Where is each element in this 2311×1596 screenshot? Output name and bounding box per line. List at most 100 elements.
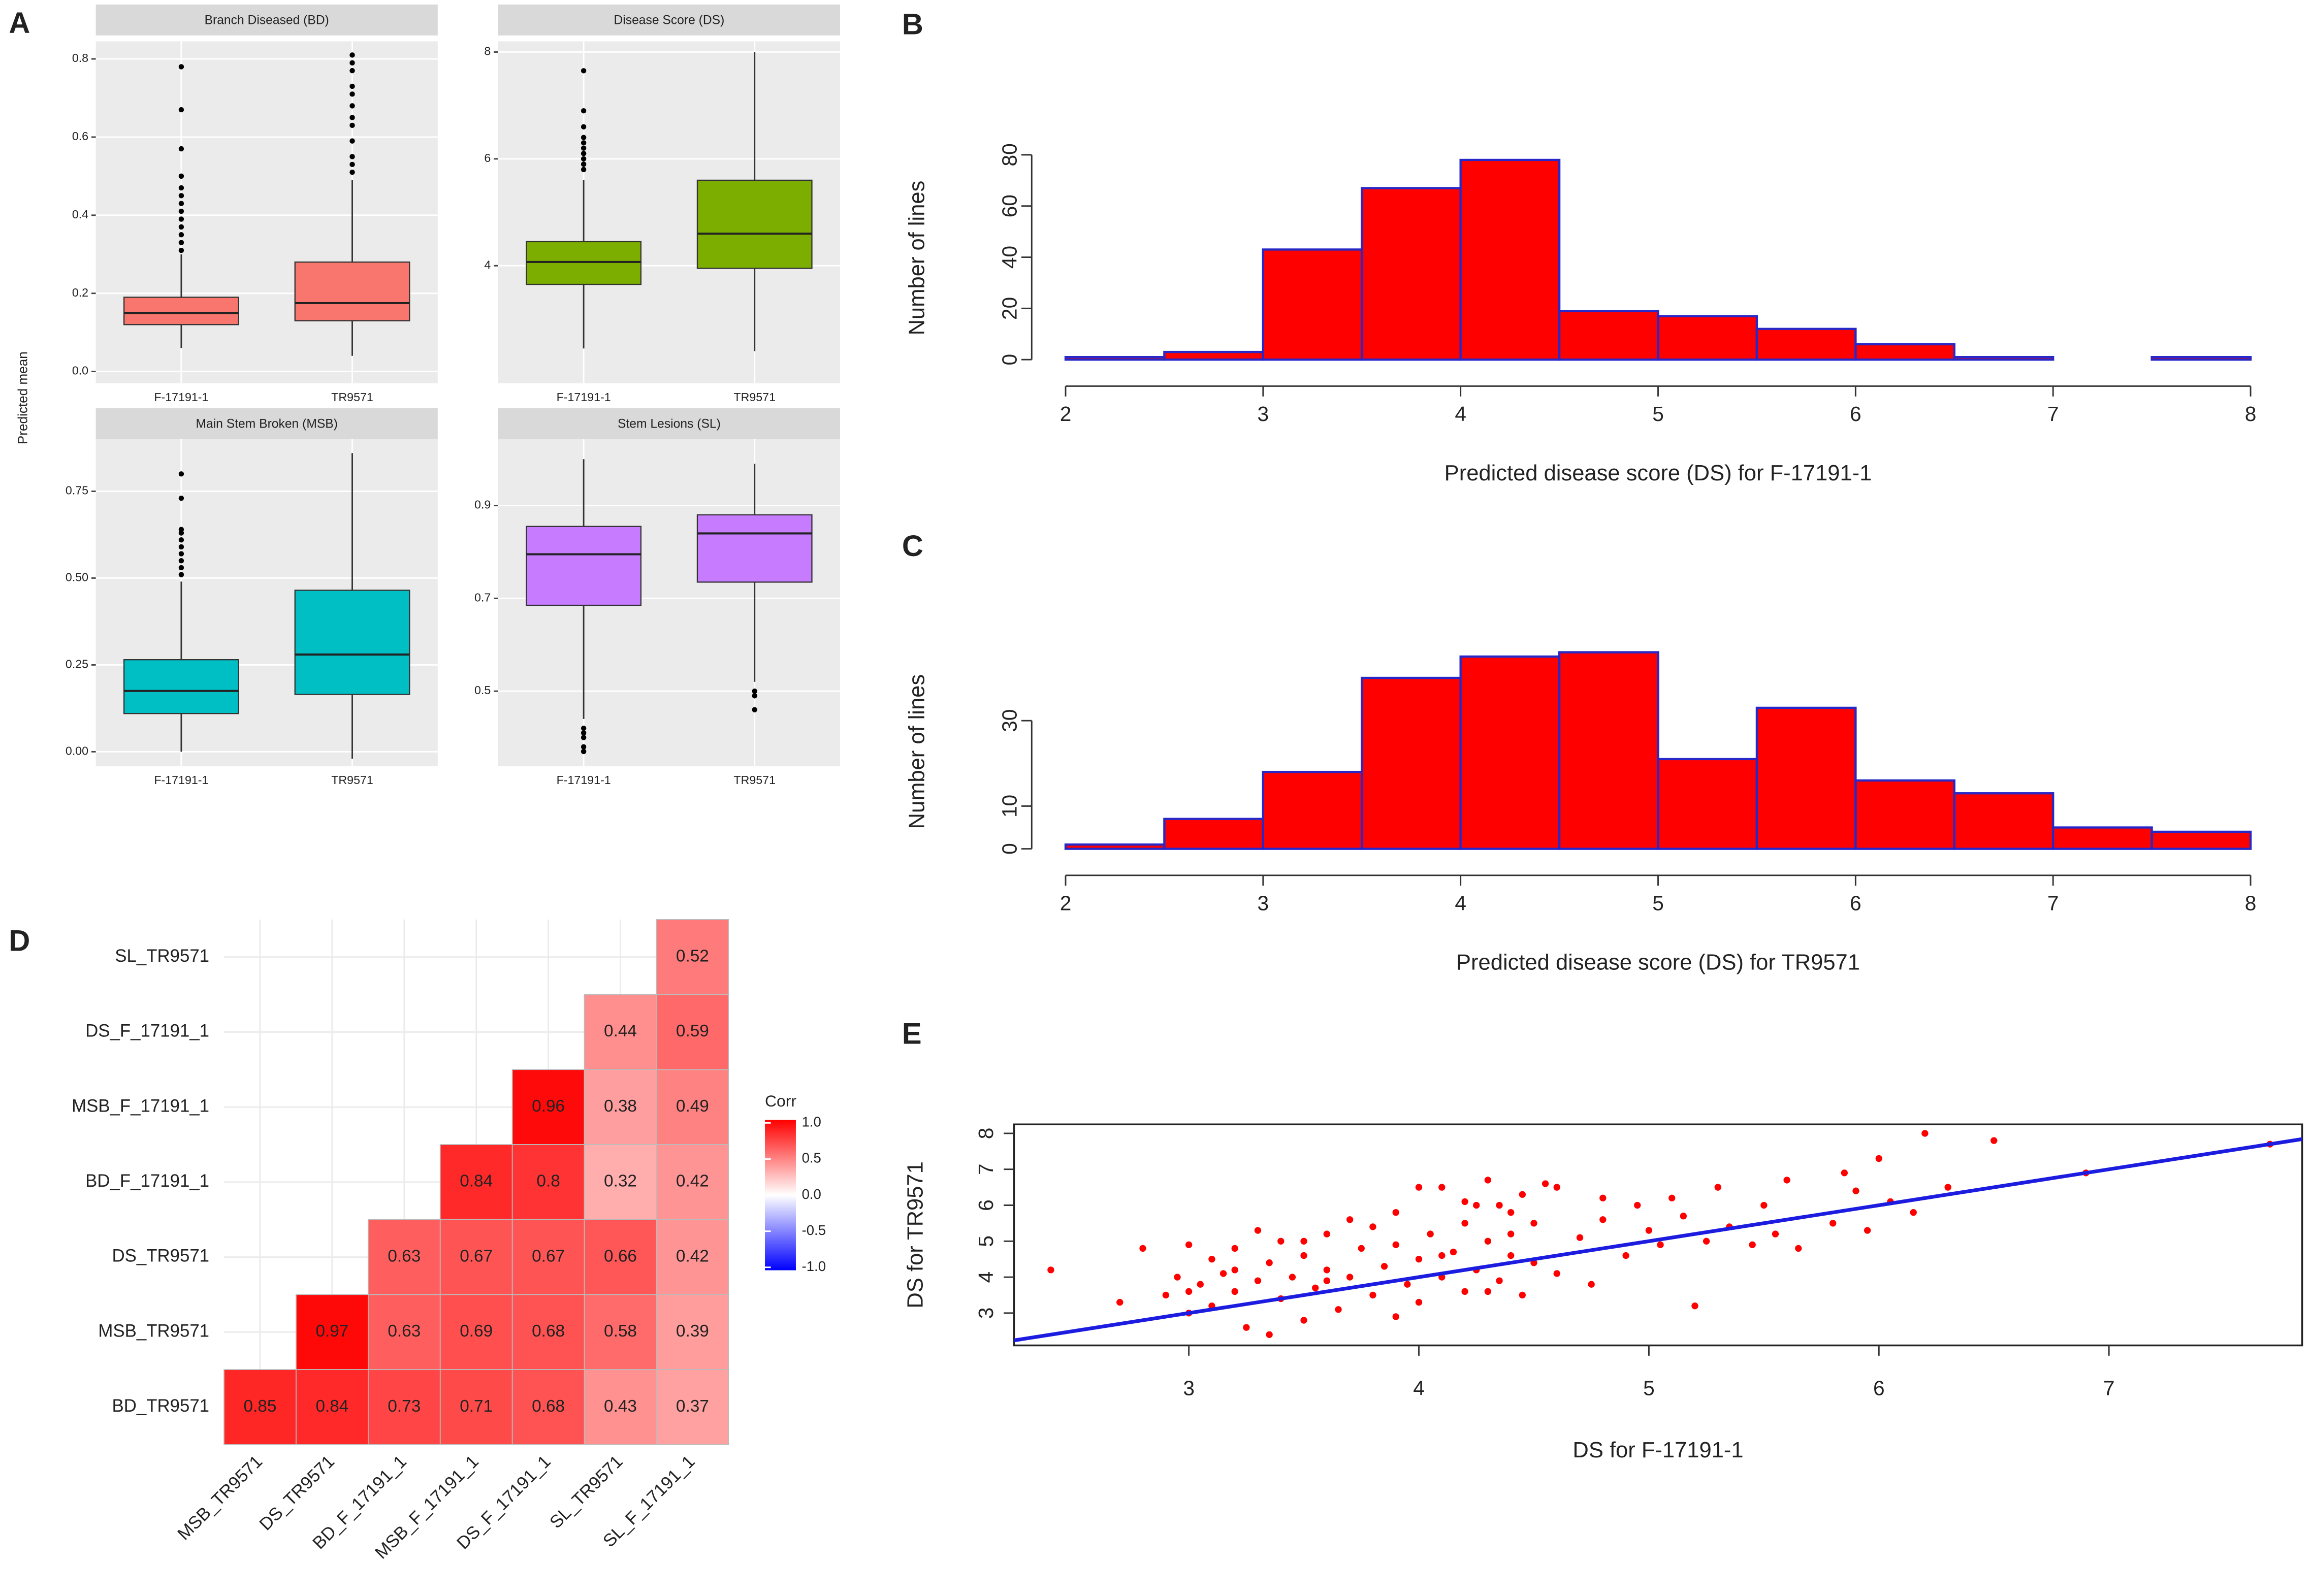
point bbox=[1484, 1288, 1492, 1295]
row-label: DS_F_17191_1 bbox=[85, 1021, 209, 1041]
outlier bbox=[581, 140, 587, 146]
point bbox=[1450, 1248, 1457, 1256]
bar bbox=[1953, 356, 2055, 361]
outlier bbox=[581, 124, 587, 129]
box bbox=[526, 526, 642, 606]
legend-tick-label: -0.5 bbox=[802, 1222, 826, 1238]
point bbox=[1415, 1298, 1423, 1306]
outlier bbox=[581, 135, 587, 140]
point bbox=[1507, 1230, 1515, 1237]
y-tick-label: 0.9 bbox=[474, 498, 491, 511]
cell-label: 0.59 bbox=[676, 1022, 709, 1040]
outlier bbox=[349, 122, 355, 128]
outlier bbox=[752, 707, 757, 712]
y-tick-label: 8 bbox=[484, 45, 491, 58]
outlier bbox=[349, 68, 355, 74]
point bbox=[1358, 1245, 1365, 1252]
cell-label: 0.32 bbox=[604, 1172, 637, 1191]
point bbox=[1542, 1180, 1549, 1187]
cell bbox=[223, 1369, 297, 1445]
point bbox=[1185, 1288, 1193, 1295]
y-tick-label: 30 bbox=[998, 709, 1021, 732]
outlier bbox=[178, 544, 184, 550]
bar bbox=[1064, 843, 1166, 850]
point bbox=[1829, 1220, 1837, 1227]
y-tick-label: 0.8 bbox=[72, 51, 88, 64]
outlier bbox=[178, 216, 184, 222]
bar bbox=[2150, 830, 2252, 850]
point bbox=[1300, 1317, 1307, 1324]
x-tick-label: 7 bbox=[2103, 1376, 2115, 1399]
point bbox=[1438, 1184, 1446, 1191]
bar bbox=[1854, 343, 1955, 361]
bar bbox=[1953, 792, 2055, 850]
x-axis-label: Predicted disease score (DS) for TR9571 bbox=[1456, 950, 1860, 974]
cell bbox=[584, 1294, 657, 1370]
outlier bbox=[349, 154, 355, 159]
point bbox=[1266, 1259, 1273, 1266]
row-label: SL_TR9571 bbox=[115, 946, 209, 966]
point bbox=[1381, 1263, 1388, 1270]
x-tick-label: TR9571 bbox=[733, 773, 776, 787]
point bbox=[1231, 1288, 1238, 1295]
point bbox=[1392, 1209, 1399, 1216]
point bbox=[1208, 1255, 1215, 1263]
y-tick-label: 0.00 bbox=[66, 744, 88, 758]
cell-label: 0.71 bbox=[460, 1397, 493, 1416]
box bbox=[123, 297, 239, 325]
cell bbox=[584, 1219, 657, 1295]
x-tick-label: F-17191-1 bbox=[154, 390, 208, 404]
point bbox=[1864, 1227, 1871, 1234]
outlier bbox=[178, 247, 184, 253]
point bbox=[1484, 1177, 1492, 1184]
outlier bbox=[178, 471, 184, 477]
point bbox=[1795, 1245, 1802, 1252]
x-tick-label: TR9571 bbox=[331, 390, 373, 404]
cell-label: 0.8 bbox=[536, 1172, 560, 1191]
bar bbox=[1361, 187, 1462, 361]
cell-label: 0.44 bbox=[604, 1022, 637, 1040]
legend-title: Corr bbox=[765, 1092, 796, 1110]
point bbox=[1254, 1227, 1262, 1234]
strip bbox=[95, 4, 438, 36]
cell-label: 0.39 bbox=[676, 1322, 709, 1341]
cell-label: 0.73 bbox=[388, 1397, 421, 1416]
bar bbox=[1262, 248, 1363, 361]
row-label: BD_TR9571 bbox=[112, 1396, 209, 1416]
cell-label: 0.84 bbox=[460, 1172, 493, 1191]
cell bbox=[296, 1294, 369, 1370]
row-label: MSB_F_17191_1 bbox=[72, 1096, 209, 1116]
x-tick-label: 5 bbox=[1652, 892, 1664, 915]
bar bbox=[1755, 706, 1857, 850]
cell bbox=[656, 994, 729, 1070]
strip bbox=[95, 408, 438, 439]
outlier bbox=[581, 151, 587, 156]
point bbox=[1323, 1230, 1331, 1237]
point bbox=[1749, 1241, 1756, 1249]
point bbox=[1415, 1184, 1423, 1191]
y-tick-label: 4 bbox=[484, 258, 491, 271]
x-tick-label: 7 bbox=[2047, 892, 2059, 915]
box bbox=[294, 590, 410, 695]
box bbox=[294, 261, 410, 321]
point bbox=[1404, 1281, 1411, 1288]
point bbox=[1691, 1302, 1698, 1310]
cell-label: 0.68 bbox=[532, 1397, 565, 1416]
x-tick-label: 4 bbox=[1413, 1376, 1425, 1399]
outlier bbox=[349, 91, 355, 97]
point bbox=[1852, 1187, 1859, 1194]
cell-label: 0.63 bbox=[388, 1247, 421, 1265]
y-tick-label: 80 bbox=[998, 143, 1021, 166]
outlier bbox=[178, 185, 184, 191]
strip bbox=[498, 408, 841, 439]
cell-label: 0.38 bbox=[604, 1097, 637, 1116]
outlier bbox=[178, 551, 184, 557]
point bbox=[1243, 1324, 1250, 1331]
point bbox=[1369, 1291, 1376, 1299]
x-tick-label: 3 bbox=[1258, 892, 1269, 915]
point bbox=[1588, 1281, 1595, 1288]
outlier bbox=[581, 748, 587, 755]
point bbox=[1507, 1252, 1515, 1259]
panel-label: B bbox=[902, 8, 923, 41]
point bbox=[1300, 1252, 1307, 1259]
